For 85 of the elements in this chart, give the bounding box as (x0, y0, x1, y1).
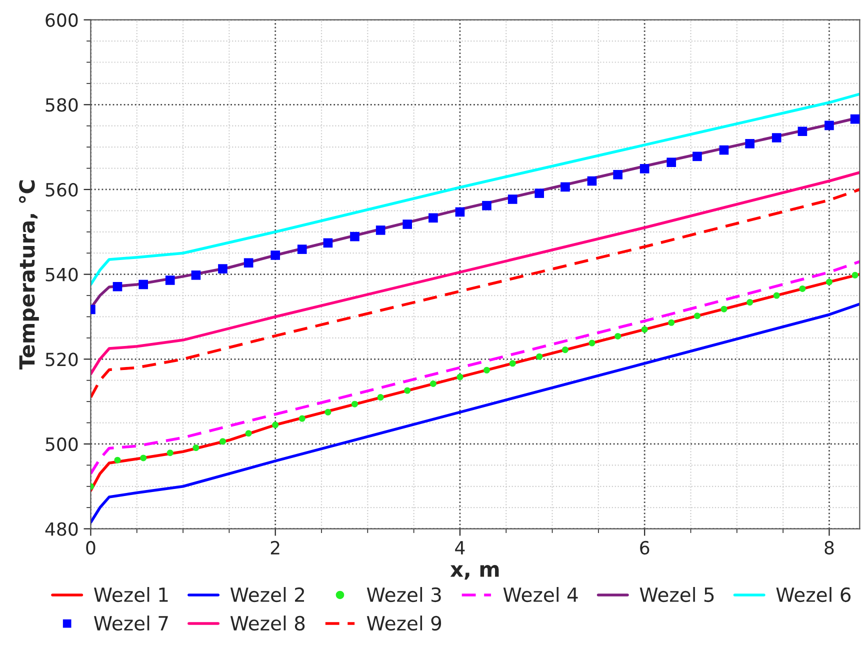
point (692, 152, 702, 162)
point (402, 220, 412, 229)
x-tick-label: 2 (270, 540, 280, 554)
legend-label: Wezel 7 (94, 616, 168, 631)
point (850, 114, 860, 124)
point (430, 380, 436, 387)
y-tick-label: 480 (45, 522, 78, 536)
point (562, 346, 568, 354)
line-series (90, 188, 860, 399)
legend-label: Wezel 5 (640, 587, 714, 602)
point (508, 194, 518, 204)
x-tick-label: 0 (86, 540, 96, 555)
legend-label: Wezel 1 (94, 587, 168, 602)
point (245, 430, 252, 437)
y-tick-label: 540 (46, 268, 78, 282)
legend-label: Wezel 4 (503, 587, 578, 602)
point (745, 139, 754, 148)
point (826, 278, 832, 286)
point (772, 133, 782, 142)
point (613, 170, 622, 180)
point (455, 207, 465, 217)
legend-label: Wezel 3 (366, 587, 441, 602)
point (166, 450, 174, 456)
point (192, 444, 200, 452)
point (165, 276, 175, 285)
point (428, 213, 438, 223)
point (404, 387, 411, 394)
legend-label: Wezel 9 (366, 616, 442, 631)
legend-label: Wezel 2 (230, 587, 304, 602)
x-tick-label: 8 (824, 540, 834, 555)
point (324, 408, 332, 416)
point (114, 456, 121, 464)
point (798, 126, 808, 136)
point (219, 438, 226, 445)
point (587, 176, 597, 186)
point (376, 226, 386, 235)
point (140, 454, 147, 462)
point (297, 244, 307, 254)
point (323, 238, 333, 248)
point (666, 158, 676, 167)
point (482, 200, 492, 210)
point (218, 264, 228, 274)
point (270, 250, 280, 260)
line-series (90, 171, 860, 376)
point (824, 120, 834, 130)
point (719, 145, 729, 155)
point (614, 332, 622, 340)
point (138, 280, 148, 290)
point (668, 319, 675, 326)
x-axis-title: x, m (450, 565, 499, 580)
point (746, 299, 754, 306)
legend-label: Wezel 6 (776, 587, 851, 602)
point (640, 164, 650, 174)
point (536, 353, 543, 360)
y-tick-label: 560 (46, 182, 78, 197)
y-tick-label: 600 (46, 13, 78, 27)
point (298, 415, 306, 422)
point (799, 285, 806, 292)
point (694, 312, 700, 320)
point (351, 400, 358, 408)
line-series (90, 302, 860, 524)
line-series (90, 92, 860, 286)
point (272, 422, 279, 428)
point (588, 340, 596, 346)
legend-label: Wezel 8 (230, 616, 305, 631)
point (641, 326, 648, 333)
point (509, 360, 516, 367)
point (377, 394, 384, 401)
point (244, 258, 254, 268)
point (456, 374, 464, 380)
point (534, 188, 544, 198)
point (560, 182, 570, 192)
y-tick-label: 580 (46, 98, 78, 112)
y-tick-label: 500 (46, 437, 78, 452)
point (773, 292, 780, 299)
y-axis-title: Temperatura, °C (18, 180, 39, 370)
point (191, 270, 201, 280)
point (720, 306, 728, 312)
x-tick-label: 4 (455, 541, 465, 554)
point (350, 232, 360, 242)
point (852, 272, 858, 278)
point (483, 366, 490, 374)
y-tick-label: 520 (46, 352, 78, 366)
x-tick-label: 6 (640, 540, 650, 555)
point (112, 282, 122, 292)
